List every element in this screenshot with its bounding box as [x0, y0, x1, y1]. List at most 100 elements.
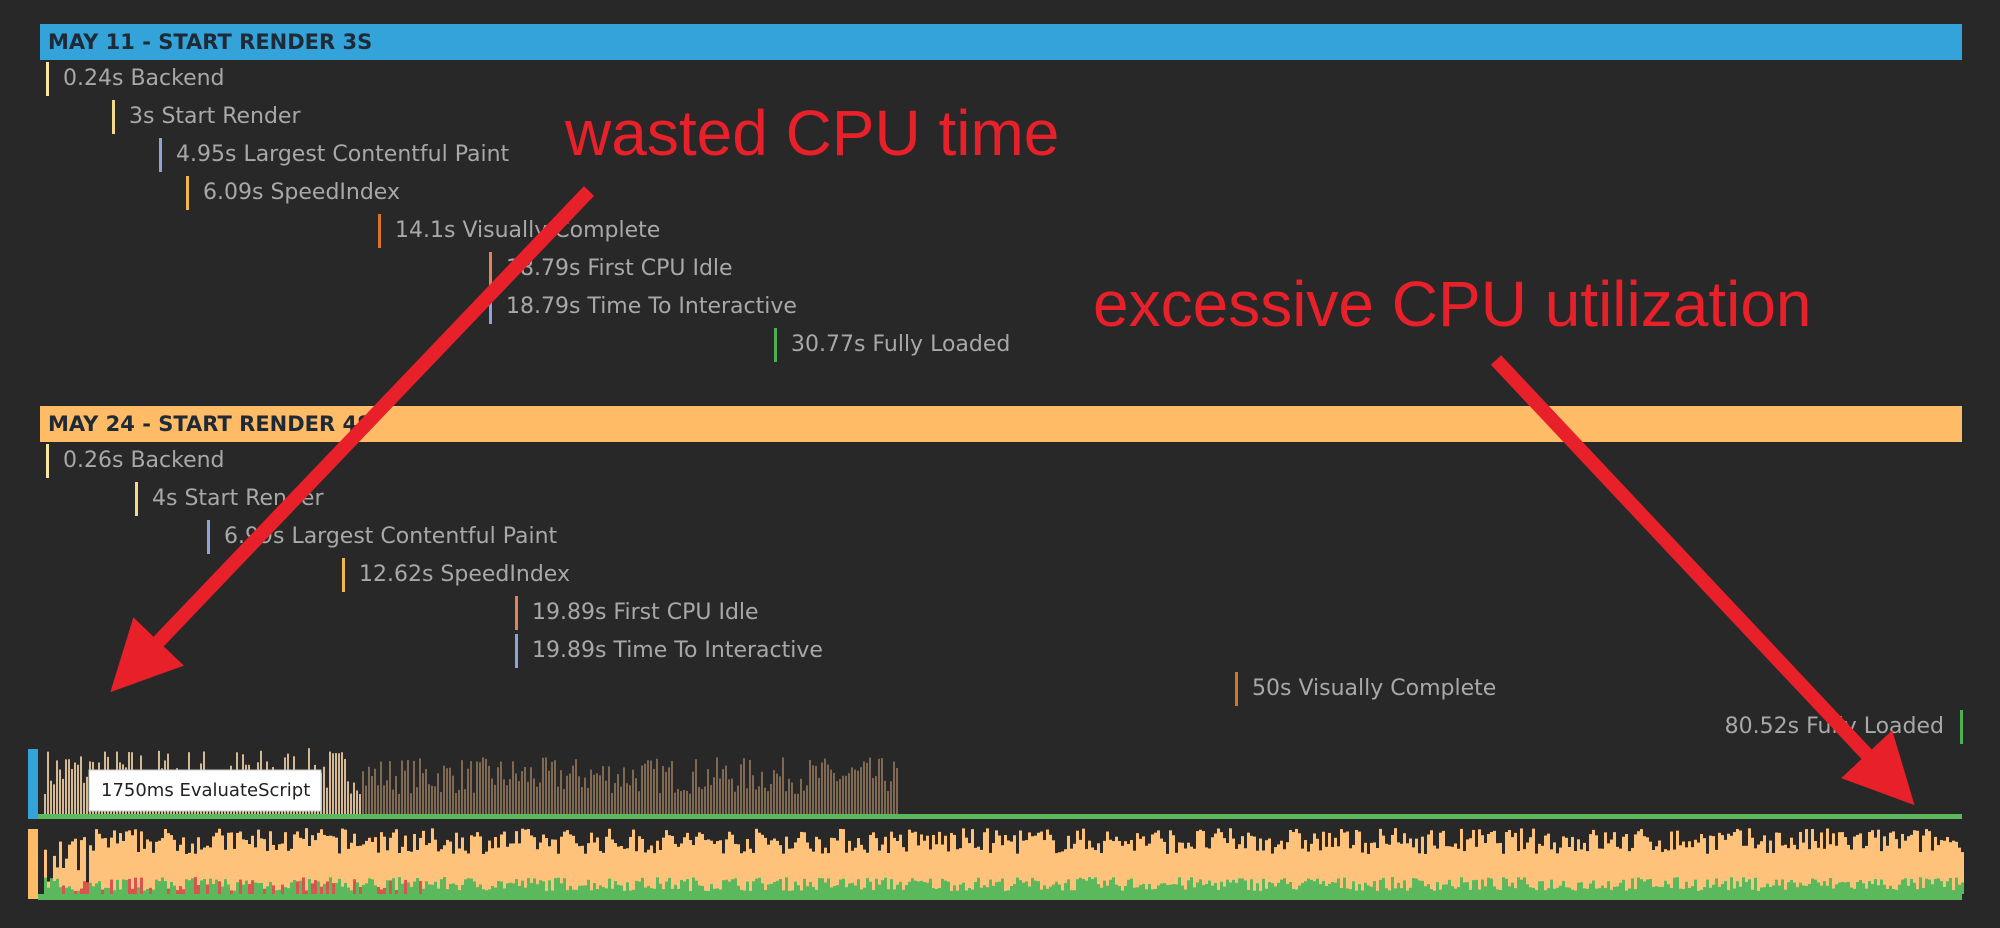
cpu-activity [887, 889, 890, 894]
cpu-activity [635, 880, 638, 894]
cpu-activity [1463, 851, 1466, 894]
cpu-activity [326, 881, 329, 894]
milestone-marker [46, 444, 49, 478]
cpu-activity [740, 853, 743, 894]
cpu-activity [131, 835, 134, 894]
cpu-activity [938, 887, 941, 894]
cpu-activity [1889, 832, 1892, 894]
cpu-activity [590, 769, 592, 814]
cpu-activity [1913, 882, 1916, 894]
cpu-activity [1424, 886, 1427, 894]
cpu-activity [515, 773, 517, 814]
cpu-activity [1265, 888, 1268, 894]
cpu-activity [812, 765, 814, 814]
cpu-activity [1214, 883, 1217, 894]
cpu-activity [1919, 851, 1922, 894]
cpu-activity [1883, 836, 1886, 894]
cpu-activity [443, 845, 446, 894]
cpu-activity [329, 751, 331, 814]
cpu-activity [734, 791, 736, 814]
cpu-activity [1646, 879, 1649, 894]
cpu-activity [1676, 830, 1679, 894]
cpu-activity [1367, 885, 1370, 894]
cpu-activity [1460, 877, 1463, 894]
cpu-activity [725, 765, 727, 814]
cpu-activity [1631, 847, 1634, 894]
cpu-activity [494, 784, 496, 814]
cpu-activity [1229, 828, 1232, 894]
cpu-activity [1835, 884, 1838, 894]
cpu-activity [725, 839, 728, 894]
cpu-activity [1022, 840, 1025, 894]
cpu-activity [536, 786, 538, 814]
cpu-activity [1358, 831, 1361, 894]
cpu-activity [749, 759, 751, 814]
cpu-activity [224, 849, 227, 894]
cpu-activity [707, 769, 709, 814]
cpu-activity [842, 829, 845, 894]
cpu-activity [329, 835, 332, 894]
cpu-activity [878, 884, 881, 894]
cpu-activity [251, 835, 254, 894]
cpu-activity [356, 790, 358, 814]
cpu-activity [491, 778, 493, 814]
cpu-activity [341, 752, 343, 814]
cpu-activity [533, 778, 535, 814]
cpu-activity [1370, 886, 1373, 894]
cpu-activity [1250, 835, 1253, 894]
cpu-activity [1520, 879, 1523, 894]
cpu-activity [965, 837, 968, 894]
cpu-activity [1952, 840, 1955, 894]
cpu-activity [365, 785, 367, 814]
cpu-activity [566, 890, 569, 894]
cpu-activity [419, 880, 422, 894]
cpu-activity [824, 882, 827, 894]
cpu-activity [629, 836, 632, 894]
cpu-activity [1040, 831, 1043, 894]
cpu-activity [1127, 843, 1130, 894]
cpu-activity [1703, 838, 1706, 894]
cpu-activity [50, 780, 52, 814]
cpu-activity [1019, 880, 1022, 894]
cpu-activity [1727, 833, 1730, 894]
cpu-activity [668, 835, 671, 894]
cpu-activity [1460, 828, 1463, 894]
cpu-activity [1865, 888, 1868, 894]
cpu-activity [452, 883, 455, 894]
cpu-activity [800, 890, 803, 894]
cpu-activity [1574, 890, 1577, 894]
cpu-activity [1256, 883, 1259, 894]
cpu-activity [638, 836, 641, 894]
cpu-activity [608, 828, 611, 894]
cpu-activity [1124, 841, 1127, 894]
cpu-activity [1856, 834, 1859, 894]
cpu-activity [1703, 887, 1706, 894]
cpu-activity [1586, 851, 1589, 894]
cpu-activity [1148, 884, 1151, 894]
cpu-activity [1325, 886, 1328, 894]
cpu-activity [1262, 878, 1265, 894]
cpu-activity [1577, 839, 1580, 894]
cpu-activity [1199, 879, 1202, 894]
cpu-activity [1946, 837, 1949, 894]
cpu-activity [683, 837, 686, 894]
cpu-activity [1826, 828, 1829, 894]
cpu-activity [641, 838, 644, 894]
milestone-marker [515, 596, 518, 630]
cpu-activity [494, 887, 497, 894]
cpu-activity [1580, 849, 1583, 894]
cpu-activity [803, 790, 805, 814]
cpu-activity [158, 840, 161, 894]
cpu-activity [1559, 885, 1562, 894]
cpu-activity [1118, 841, 1121, 894]
cpu-activity [1637, 831, 1640, 894]
cpu-activity [1760, 841, 1763, 894]
cpu-activity [296, 881, 299, 894]
cpu-activity [1745, 845, 1748, 894]
cpu-activity [1115, 836, 1118, 894]
cpu-activity [665, 830, 668, 894]
cpu-activity [71, 889, 74, 894]
cpu-activity [1442, 884, 1445, 894]
cpu-activity [425, 881, 428, 894]
cpu-activity [1499, 889, 1502, 894]
